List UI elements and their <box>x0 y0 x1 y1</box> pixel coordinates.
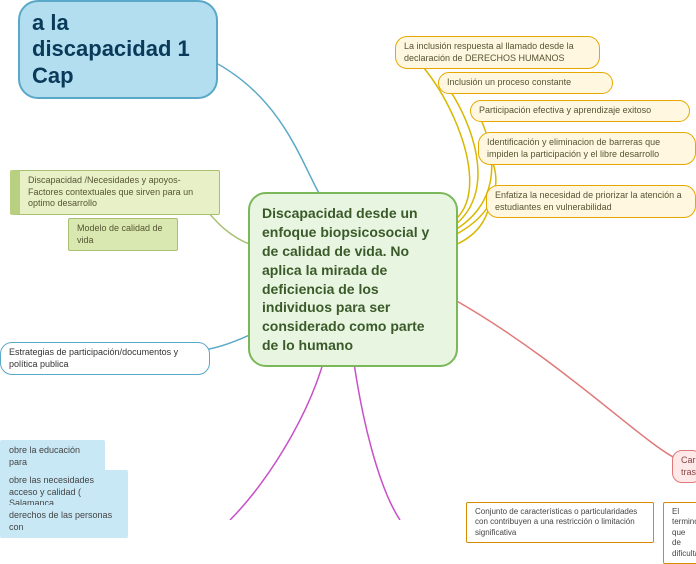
node-n3: Participación efectiva y aprendizaje exi… <box>470 100 690 122</box>
edge <box>455 199 490 245</box>
node-n13: El termino que de dificulta <box>663 502 696 564</box>
node-text: El termino que de dificulta <box>672 507 696 558</box>
node-text: obre la educación para <box>9 445 80 467</box>
node-text: Discapacidad /Necesidades y apoyos-Facto… <box>28 175 193 208</box>
node-n6: Discapacidad /Necesidades y apoyos-Facto… <box>10 170 220 215</box>
node-text: Identificación y eliminacion de barreras… <box>487 137 660 159</box>
edge <box>455 300 675 458</box>
node-n2: Inclusión un proceso constante <box>438 72 613 94</box>
edge <box>455 109 492 230</box>
node-n14: Car tras <box>672 450 696 483</box>
node-text: Inclusión un proceso constante <box>447 77 571 87</box>
node-n4: Identificación y eliminacion de barreras… <box>478 132 696 165</box>
node-n11: derechos de las personas con <box>0 505 128 538</box>
node-n9: obre la educación para <box>0 440 105 473</box>
title-text: a la discapacidad 1 Cap <box>32 10 190 88</box>
center-node: Discapacidad desde un enfoque biopsicoso… <box>248 192 458 367</box>
center-text: Discapacidad desde un enfoque biopsicoso… <box>262 205 429 353</box>
node-text: obre las necesidades acceso y calidad ( … <box>9 475 94 508</box>
node-n5: Enfatiza la necesidad de priorizar la at… <box>486 185 696 218</box>
node-text: La inclusión respuesta al llamado desde … <box>404 41 574 63</box>
node-text: derechos de las personas con <box>9 510 112 532</box>
node-n12: Conjunto de características o particular… <box>466 502 654 543</box>
node-text: Modelo de calidad de vida <box>77 223 163 245</box>
node-text: Participación efectiva y aprendizaje exi… <box>479 105 651 115</box>
node-n8: Estrategias de participación/documentos … <box>0 342 210 375</box>
node-text: Conjunto de características o particular… <box>475 507 637 537</box>
node-text: Enfatiza la necesidad de priorizar la at… <box>495 190 682 212</box>
node-n1: La inclusión respuesta al llamado desde … <box>395 36 600 69</box>
node-n7: Modelo de calidad de vida <box>68 218 178 251</box>
node-text: Car tras <box>681 455 696 477</box>
node-text: Estrategias de participación/documentos … <box>9 347 178 369</box>
title-node: a la discapacidad 1 Cap <box>18 0 218 99</box>
